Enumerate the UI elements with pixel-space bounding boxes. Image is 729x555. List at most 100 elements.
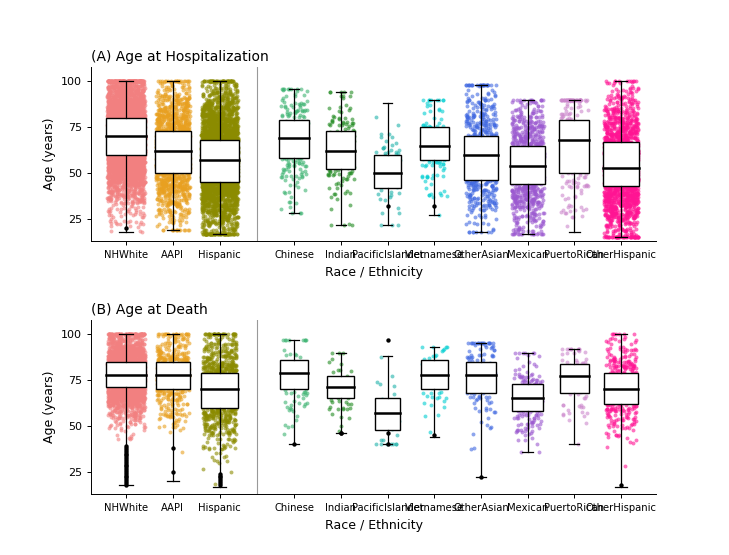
Point	[121, 380, 133, 388]
Point	[465, 150, 477, 159]
Point	[112, 162, 123, 170]
Point	[290, 133, 302, 142]
Point	[122, 135, 133, 144]
Point	[531, 198, 542, 206]
Point	[168, 164, 179, 173]
Point	[512, 188, 524, 196]
Point	[615, 366, 626, 375]
Point	[225, 174, 236, 183]
Point	[104, 145, 116, 154]
Point	[117, 152, 129, 160]
Point	[208, 131, 219, 140]
Point	[179, 204, 191, 213]
Point	[102, 134, 114, 143]
Point	[120, 356, 132, 365]
Point	[200, 216, 211, 225]
Point	[216, 401, 227, 410]
Point	[203, 143, 214, 152]
Point	[124, 96, 136, 105]
Point	[227, 360, 239, 369]
Point	[111, 175, 122, 184]
Point	[157, 110, 168, 119]
Point	[196, 191, 208, 200]
Point	[112, 137, 123, 145]
Point	[124, 402, 136, 411]
Point	[104, 83, 116, 92]
Point	[613, 178, 625, 187]
Point	[348, 163, 359, 171]
Point	[120, 121, 132, 130]
Point	[221, 178, 233, 187]
Point	[206, 162, 217, 171]
Point	[526, 109, 538, 118]
Point	[574, 95, 586, 104]
Point	[231, 98, 243, 107]
Point	[129, 420, 141, 429]
Point	[180, 156, 192, 165]
Point	[135, 114, 147, 123]
Point	[171, 202, 183, 211]
Point	[119, 349, 130, 357]
Point	[202, 178, 214, 186]
Point	[137, 393, 149, 402]
Point	[202, 184, 214, 193]
Point	[114, 386, 125, 395]
Point	[222, 143, 233, 152]
Point	[223, 195, 235, 204]
Point	[107, 138, 119, 147]
Point	[127, 103, 139, 112]
Point	[106, 366, 117, 375]
Point	[182, 136, 194, 145]
Point	[487, 182, 499, 191]
Point	[114, 405, 125, 413]
Point	[152, 143, 164, 152]
Point	[125, 162, 136, 170]
Point	[508, 179, 520, 188]
Point	[610, 144, 622, 153]
Point	[106, 129, 117, 138]
Point	[620, 182, 631, 191]
Point	[108, 107, 120, 116]
Point	[482, 186, 494, 195]
Point	[129, 412, 141, 421]
Point	[112, 107, 124, 115]
Point	[119, 137, 130, 145]
Point	[340, 100, 352, 109]
Point	[230, 99, 241, 108]
Point	[104, 368, 115, 377]
Point	[203, 379, 215, 388]
Point	[123, 171, 135, 180]
Point	[132, 139, 144, 148]
Point	[133, 139, 145, 148]
Point	[106, 99, 118, 108]
Point	[129, 366, 141, 375]
Point	[105, 388, 117, 397]
Point	[135, 407, 147, 416]
Point	[616, 392, 628, 401]
Point	[605, 169, 617, 178]
Point	[219, 153, 231, 162]
Point	[206, 137, 217, 145]
Point	[136, 375, 147, 384]
Point	[599, 174, 611, 183]
Point	[529, 360, 540, 369]
Point	[125, 365, 136, 374]
Point	[111, 152, 122, 160]
Point	[626, 188, 638, 196]
Point	[219, 174, 230, 183]
Point	[132, 383, 144, 392]
Point	[117, 361, 129, 370]
Point	[230, 365, 242, 374]
Point	[114, 101, 126, 110]
Point	[135, 119, 147, 128]
Point	[631, 211, 642, 220]
Point	[512, 142, 524, 151]
Point	[120, 349, 131, 357]
Point	[604, 205, 615, 214]
Point	[138, 154, 149, 163]
Point	[124, 77, 136, 85]
Point	[107, 95, 119, 104]
Point	[103, 362, 114, 371]
Point	[532, 392, 544, 401]
Point	[507, 172, 519, 181]
